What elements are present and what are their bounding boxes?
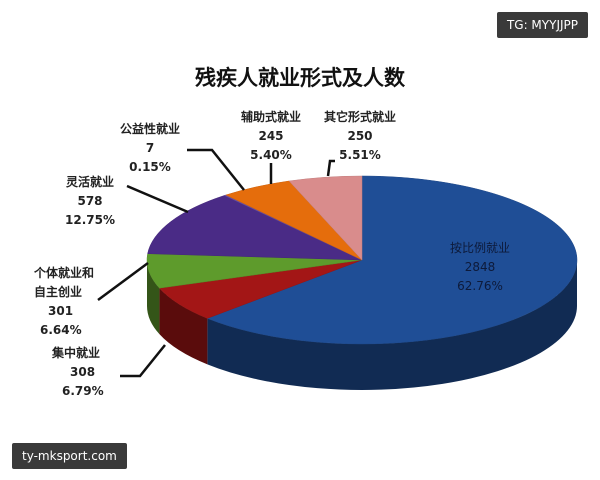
slice-label-geti: 个体就业和 自主创业 301 6.64%	[34, 266, 95, 337]
slice-0-top	[206, 175, 578, 345]
slice-3-top	[147, 195, 363, 261]
slice-label-fuzhu: 辅助式就业 245 5.40%	[240, 110, 301, 162]
leader-line-geti	[97, 261, 149, 302]
slice-0-side	[207, 260, 577, 390]
chart-title: 残疾人就业形式及人数	[195, 66, 405, 90]
leader-line-gongyi	[187, 148, 245, 191]
slice-2-side	[147, 260, 160, 335]
leader-line-jizhong	[120, 344, 166, 378]
leader-line-linghuo	[126, 184, 189, 214]
slice-label-jizhong: 集中就业 308 6.79%	[52, 346, 104, 398]
slice-label-linghuo: 灵活就业 578 12.75%	[65, 175, 115, 227]
slice-label-gongyi: 公益性就业 7 0.15%	[119, 122, 180, 174]
watermark-top-right: TG: MYYJJPP	[496, 12, 588, 38]
leader-line-qita	[326, 159, 335, 177]
slice-6-top	[288, 175, 363, 261]
slice-1-side	[159, 288, 208, 365]
slice-label-anbili: 按比例就业 2848 62.76%	[449, 241, 510, 293]
slice-label-qita: 其它形式就业 250 5.51%	[323, 110, 396, 162]
watermark-bottom-left: ty-mksport.com	[12, 443, 127, 469]
